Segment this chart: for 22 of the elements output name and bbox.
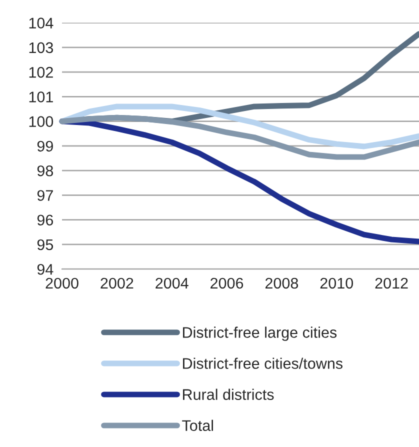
- legend-label: District-free large cities: [183, 326, 337, 341]
- y-tick-label: 96: [37, 214, 54, 226]
- x-tick-label: 2008: [265, 278, 298, 289]
- legend-label: Rural districts: [183, 388, 274, 400]
- y-tick-label: 97: [37, 190, 53, 201]
- x-tick-label: 2010: [320, 278, 354, 289]
- y-tick-label: 103: [29, 42, 54, 54]
- y-tick-label: 95: [37, 239, 54, 250]
- y-tick-label: 104: [29, 18, 54, 28]
- x-tick-label: 2004: [156, 278, 188, 289]
- y-tick-label: 101: [29, 92, 53, 102]
- x-tick-label: 2000: [46, 278, 78, 289]
- x-tick-label: 2002: [100, 278, 134, 289]
- y-tick-label: 98: [37, 165, 54, 176]
- legend-label: Total: [182, 420, 213, 432]
- y-tick-label: 100: [29, 116, 54, 127]
- y-tick-label: 99: [37, 140, 53, 152]
- y-tick-label: 94: [37, 264, 54, 275]
- y-tick-label: 102: [29, 66, 53, 78]
- x-tick-label: 2006: [210, 278, 244, 289]
- legend-label: District-free cities/towns: [183, 358, 342, 369]
- x-tick-label: 2012: [375, 278, 408, 289]
